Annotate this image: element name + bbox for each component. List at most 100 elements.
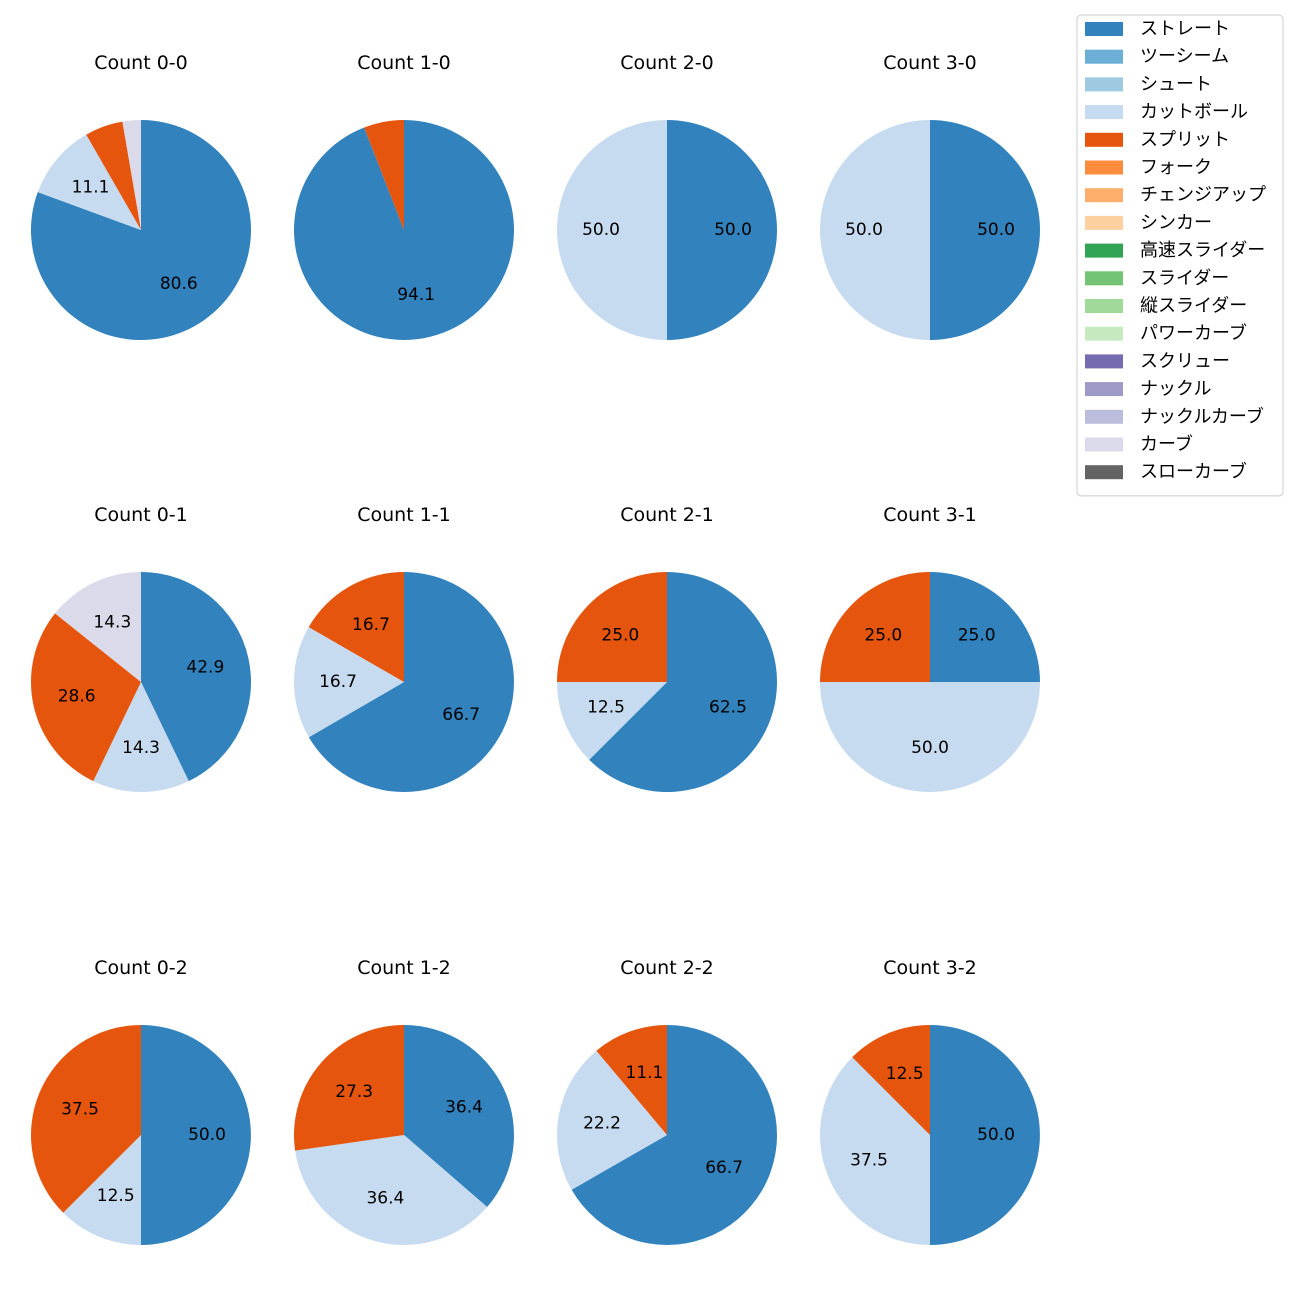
pie-slice <box>31 120 252 341</box>
pie-slice <box>852 1025 930 1135</box>
pie-title: Count 3-0 <box>883 52 977 74</box>
slice-label: 66.7 <box>442 705 480 725</box>
legend-swatch <box>1085 49 1123 64</box>
pie-title: Count 2-0 <box>620 52 714 74</box>
pie-5: Count 0-1 42.9 14.3 28.6 14.3 <box>31 504 252 793</box>
pie-slice <box>404 1025 514 1208</box>
pie-slice <box>31 613 141 782</box>
slice-label: 27.3 <box>335 1082 373 1102</box>
pie-title: Count 1-1 <box>357 504 451 526</box>
legend-swatch <box>1085 188 1123 203</box>
pie-1: Count 0-0 80.6 11.1 <box>31 52 252 341</box>
slice-label: 16.7 <box>352 615 390 635</box>
legend-item: パワーカーブ <box>1085 322 1247 344</box>
legend-swatch <box>1085 22 1123 36</box>
legend-label: ストレート <box>1140 19 1230 40</box>
slice-label: 12.5 <box>97 1186 135 1206</box>
pie-slice <box>820 682 1040 792</box>
legend-label: シンカー <box>1140 212 1212 233</box>
legend-item: 縦スライダー <box>1085 296 1247 317</box>
legend-label: ナックル <box>1140 379 1211 400</box>
legend-label: 高速スライダー <box>1140 240 1265 261</box>
pie-slice <box>63 1135 141 1245</box>
legend-swatch <box>1085 132 1123 147</box>
legend-item: シュート <box>1085 74 1212 95</box>
legend-label: チェンジアップ <box>1140 185 1266 206</box>
pie-10: Count 1-2 36.4 36.4 27.3 <box>294 957 514 1245</box>
pie-title: Count 0-2 <box>94 957 188 979</box>
slice-label: 80.6 <box>160 274 198 294</box>
slice-label: 25.0 <box>958 625 996 645</box>
legend-label: シュート <box>1140 74 1212 95</box>
legend-item: 高速スライダー <box>1085 240 1265 261</box>
pie-8: Count 3-1 25.0 50.0 25.0 <box>820 504 1040 792</box>
legend-swatch <box>1085 354 1123 369</box>
legend-label: スクリュー <box>1140 351 1230 372</box>
legend-item: カットボール <box>1085 102 1248 123</box>
legend-label: ナックルカーブ <box>1140 405 1264 427</box>
pie-slice <box>557 572 667 682</box>
legend-label: カットボール <box>1140 102 1248 123</box>
pie-slice <box>820 120 930 340</box>
pie-9: Count 0-2 50.0 12.5 37.5 <box>31 957 251 1245</box>
legend-item: スローカーブ <box>1085 461 1247 483</box>
slice-label: 50.0 <box>845 220 883 240</box>
pie-title: Count 2-2 <box>620 957 714 979</box>
pie-2: Count 1-0 94.1 <box>293 52 514 340</box>
legend-label: フォーク <box>1140 157 1212 178</box>
pie-title: Count 1-0 <box>357 52 451 74</box>
pie-charts: Count 0-0 80.6 11.1 Count 1-0 94.1 Count 2-0 5… <box>31 52 1040 1245</box>
pie-4: Count 3-0 50.0 50.0 <box>820 52 1040 340</box>
pie-slice <box>294 1025 404 1151</box>
slice-label: 36.4 <box>445 1098 483 1118</box>
slice-label: 50.0 <box>188 1125 226 1145</box>
legend-label: スローカーブ <box>1140 461 1247 483</box>
slice-label: 25.0 <box>601 625 639 645</box>
legend-label: カーブ <box>1140 433 1193 455</box>
pie-slice <box>308 572 404 682</box>
pie-12: Count 3-2 50.0 37.5 12.5 <box>820 957 1040 1245</box>
slice-label: 28.6 <box>58 687 96 707</box>
legend-label: スプリット <box>1140 129 1230 150</box>
pie-slice <box>930 120 1040 340</box>
legend-label: スライダー <box>1140 268 1229 289</box>
pie-11: Count 2-2 66.7 22.2 11.1 <box>556 957 777 1245</box>
pie-slice <box>556 1050 667 1190</box>
legend-frame <box>1076 14 1284 497</box>
pie-slice <box>308 572 514 792</box>
pie-slice <box>55 572 141 682</box>
slice-label: 50.0 <box>714 220 752 240</box>
pie-3: Count 2-0 50.0 50.0 <box>557 52 777 340</box>
pie-slice <box>930 572 1040 682</box>
legend-item: カーブ <box>1085 433 1193 455</box>
legend-item: ツーシーム <box>1085 46 1229 67</box>
pie-slice <box>930 1025 1040 1245</box>
slice-label: 50.0 <box>911 738 949 758</box>
pie-slice <box>93 682 189 793</box>
slice-label: 50.0 <box>977 1125 1015 1145</box>
legend-label: ツーシーム <box>1140 46 1229 67</box>
pie-title: Count 0-1 <box>94 504 188 526</box>
pie-6: Count 1-1 66.7 16.7 16.7 <box>293 504 514 792</box>
pie-slice <box>364 120 404 230</box>
pie-slice <box>557 120 667 340</box>
pie-slice <box>37 134 141 230</box>
legend-item: フォーク <box>1085 157 1212 178</box>
legend-swatch <box>1085 160 1123 175</box>
pie-title: Count 1-2 <box>357 957 451 979</box>
legend-swatch <box>1085 105 1123 120</box>
pie-slice <box>820 1057 930 1245</box>
legend-item: スクリュー <box>1085 351 1230 372</box>
legend-label: 縦スライダー <box>1140 296 1247 317</box>
legend-swatch <box>1085 299 1123 313</box>
slice-label: 12.5 <box>587 697 625 717</box>
legend-swatch <box>1085 382 1123 397</box>
pie-slice <box>141 1025 251 1245</box>
pie-slice <box>31 1025 141 1213</box>
legend-swatch <box>1085 215 1123 230</box>
legend-item: スライダー <box>1085 268 1229 289</box>
pie-slice <box>820 572 930 682</box>
pie-slice <box>293 120 514 340</box>
pie-slice <box>596 1025 667 1135</box>
